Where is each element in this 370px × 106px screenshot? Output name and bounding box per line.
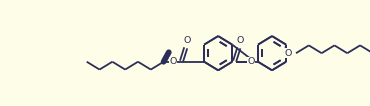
Text: O: O — [184, 36, 191, 45]
Text: O: O — [169, 57, 177, 66]
Text: O: O — [285, 49, 292, 58]
Text: O: O — [237, 36, 244, 45]
Text: O: O — [247, 57, 255, 66]
